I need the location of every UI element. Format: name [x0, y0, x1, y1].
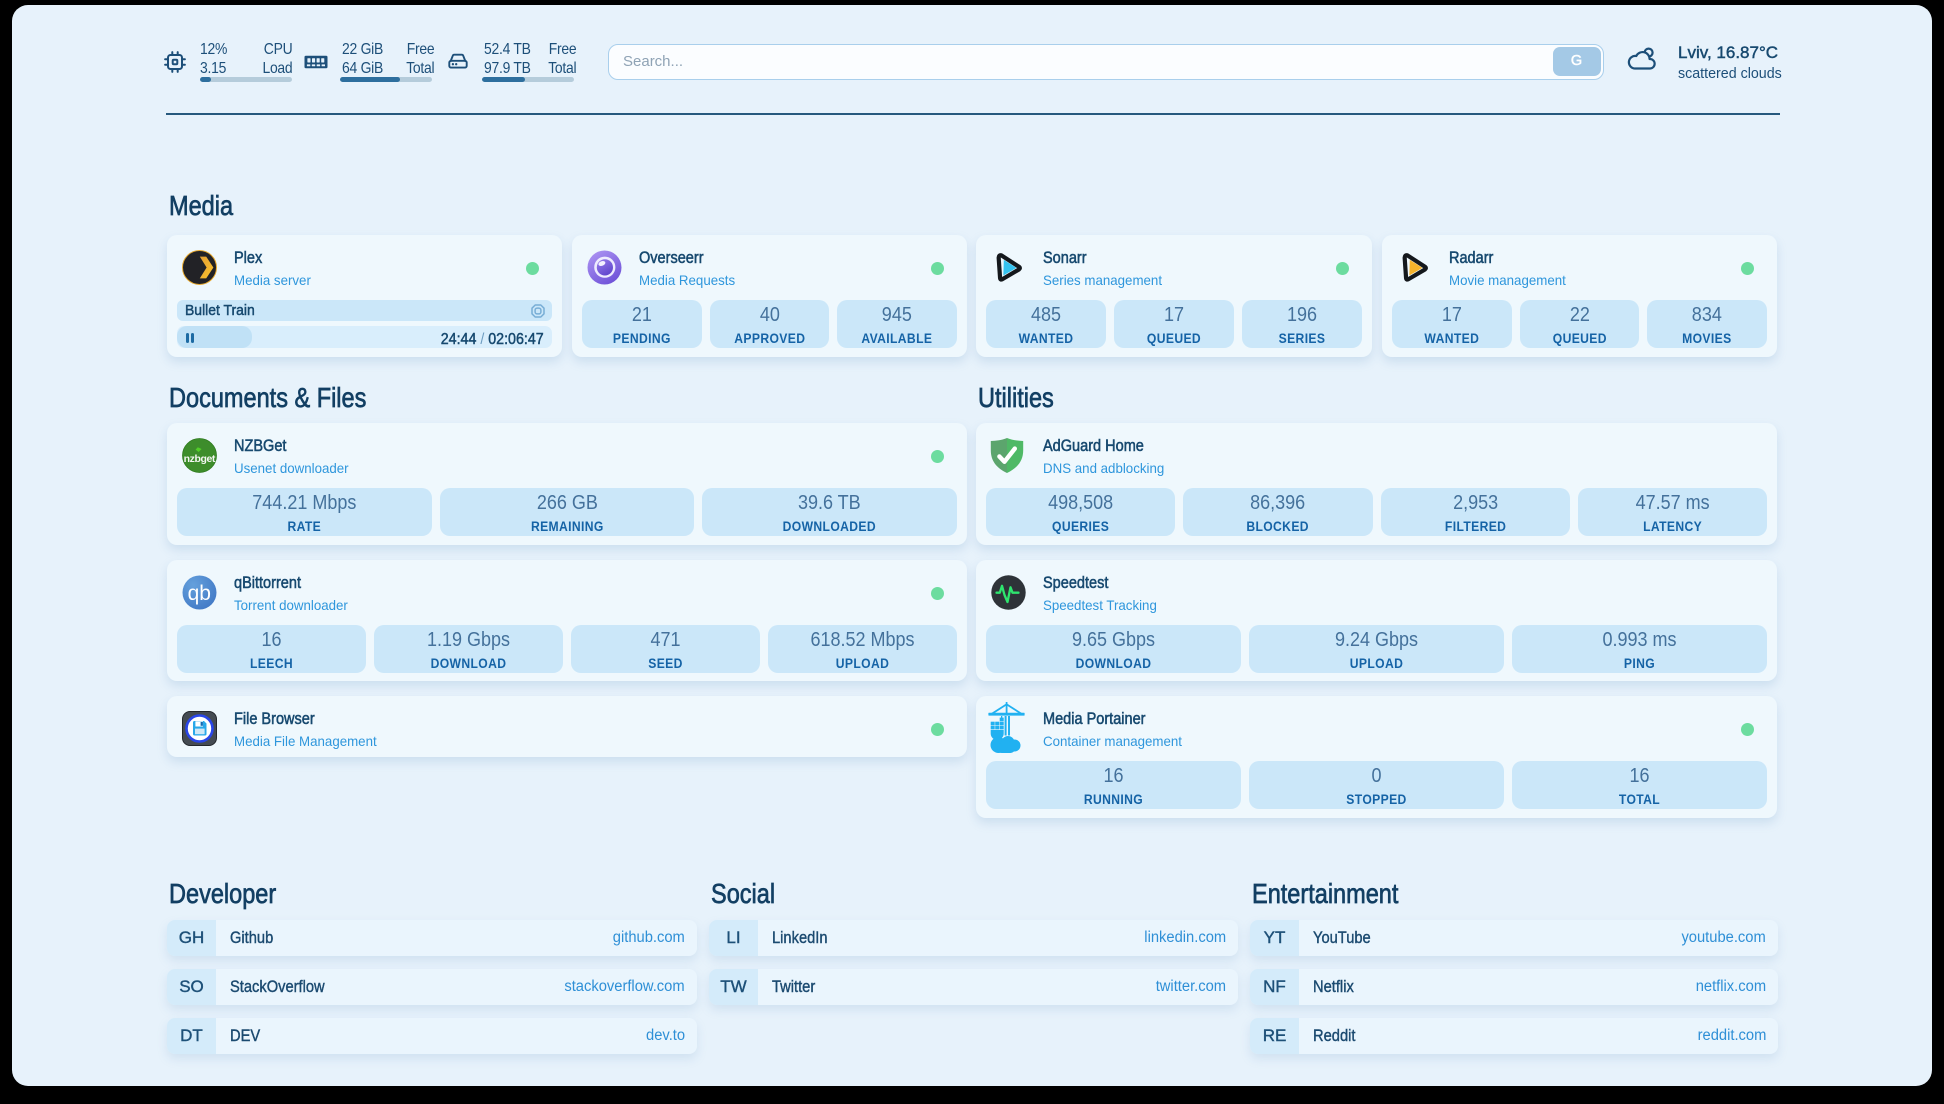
svg-text:nzbget: nzbget	[184, 453, 216, 465]
svg-text:qb: qb	[188, 582, 211, 605]
